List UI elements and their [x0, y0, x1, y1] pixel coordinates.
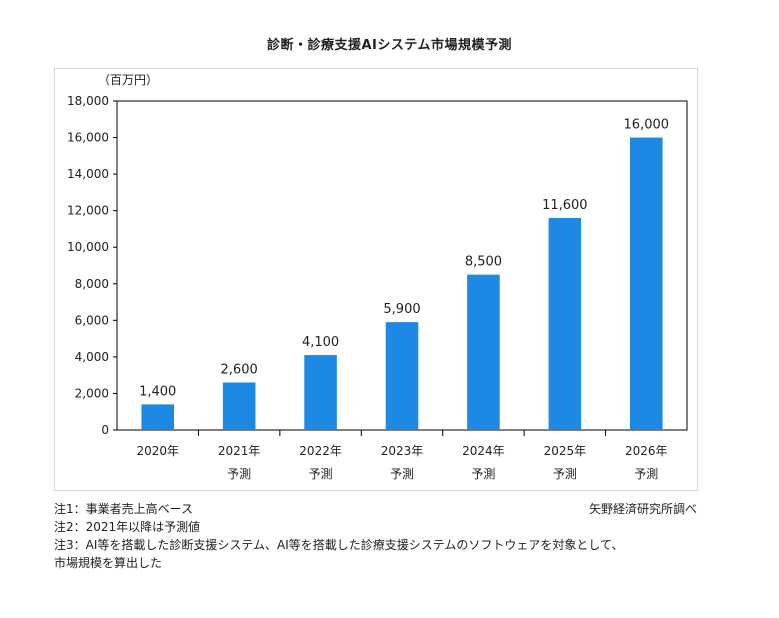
chart-frame — [54, 68, 698, 491]
data-label: 1,400 — [139, 384, 176, 399]
bars — [141, 137, 663, 431]
bar — [630, 137, 663, 431]
y-tick-label: 4,000 — [75, 350, 109, 364]
footnote-3-continued: 市場規模を算出した — [54, 556, 163, 570]
y-tick-label: 2,000 — [75, 386, 109, 400]
y-tick-label: 14,000 — [67, 167, 109, 181]
y-tick-label: 8,000 — [75, 277, 109, 291]
x-tick-label: 2023年 — [381, 444, 424, 458]
data-label: 8,500 — [465, 255, 502, 270]
x-tick-label: 予測 — [634, 467, 658, 481]
bar — [304, 355, 337, 430]
data-labels: 1,400 2,600 4,100 5,900 8,500 11,600 16,000 — [139, 118, 669, 400]
footnote-2: 注2：2021年以降は予測値 — [54, 520, 201, 534]
footnote-1: 注1：事業者売上高ベース — [54, 502, 194, 516]
x-tick-label: 予測 — [227, 467, 251, 481]
y-axis-unit-label: （百万円） — [98, 73, 158, 87]
x-tick-label: 2020年 — [136, 444, 179, 458]
x-tick-label: 2026年 — [625, 444, 668, 458]
y-axis-ticks: 0 2,000 4,000 6,000 8,000 10,000 12,000 14,000 1… — [67, 94, 117, 437]
bar — [548, 217, 582, 430]
y-tick-label: 12,000 — [67, 204, 109, 218]
data-label: 16,000 — [624, 118, 670, 133]
bar — [141, 404, 174, 430]
x-tick-label: 2025年 — [544, 444, 587, 458]
x-tick-label: 2022年 — [299, 444, 342, 458]
x-tick-label: 予測 — [390, 467, 414, 481]
y-tick-label: 10,000 — [67, 240, 109, 254]
bar — [467, 274, 500, 430]
x-tick-label: 予測 — [553, 467, 577, 481]
data-label: 4,100 — [302, 335, 339, 350]
bar — [385, 322, 419, 430]
y-tick-label: 18,000 — [67, 94, 109, 108]
y-tick-label: 6,000 — [75, 313, 109, 327]
x-tick-label: 予測 — [471, 467, 495, 481]
data-label: 2,600 — [221, 362, 258, 377]
x-tick-label: 2021年 — [218, 444, 261, 458]
source-credit: 矢野経済研究所調べ — [588, 502, 697, 516]
footnote-3: 注3：AI等を搭載した診断支援システム、AI等を搭載した診療支援システムのソフト… — [54, 538, 624, 552]
x-tick-label: 2024年 — [462, 444, 505, 458]
chart-title: 診断・診療支援AIシステム市場規模予測 — [266, 38, 512, 53]
bar — [222, 382, 256, 430]
data-label: 11,600 — [542, 198, 588, 213]
data-label: 5,900 — [383, 302, 420, 317]
y-tick-label: 0 — [101, 423, 109, 437]
x-tick-label: 予測 — [309, 467, 333, 481]
footnotes: 注1：事業者売上高ベース 注2：2021年以降は予測値 注3：AI等を搭載した診… — [54, 500, 623, 572]
y-tick-label: 16,000 — [67, 131, 109, 145]
